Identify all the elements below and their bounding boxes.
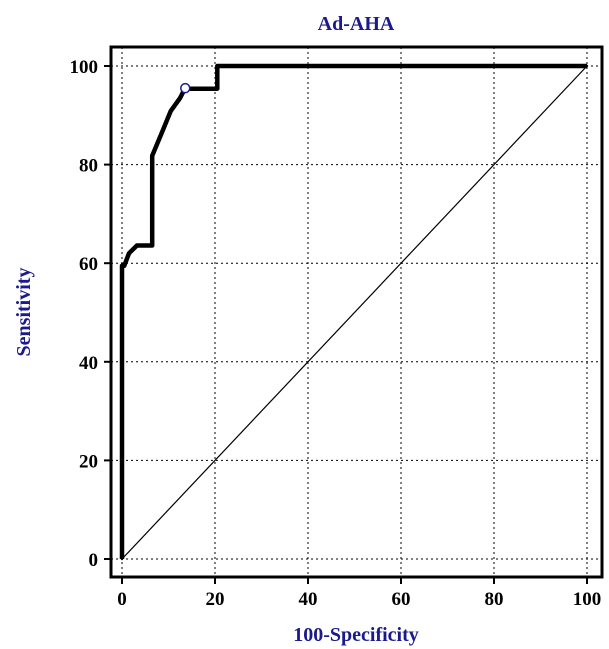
y-tick-label: 40: [79, 353, 98, 374]
grid: [111, 47, 602, 577]
roc-curve-point: [151, 154, 154, 157]
series: [119, 63, 589, 561]
roc-curve-point: [160, 132, 163, 135]
y-tick-label: 80: [79, 156, 98, 177]
x-tick-label: 60: [392, 589, 411, 610]
x-tick-label: 80: [485, 589, 504, 610]
roc-curve-point: [191, 87, 194, 90]
roc-curve-point: [216, 64, 219, 68]
y-tick-label: 60: [79, 254, 98, 275]
y-tick-label: 20: [79, 451, 98, 472]
ticks: 0 20 40 60 80 100 0 20 40 60 80 100: [70, 57, 602, 610]
roc-curve-point: [123, 264, 126, 267]
y-tick-label: 0: [89, 550, 99, 571]
roc-curve-point: [120, 264, 124, 267]
x-tick-label: 100: [573, 589, 602, 610]
y-axis-label: Sensitivity: [13, 268, 35, 357]
roc-curve-point: [127, 252, 131, 255]
optimal-cutoff-marker: [179, 82, 191, 94]
y-tick-label: 100: [70, 57, 99, 78]
roc-curve-point: [135, 244, 139, 247]
roc-curve-point: [151, 244, 154, 247]
x-tick-label: 20: [206, 589, 225, 610]
chart-title: Ad-AHA: [318, 13, 395, 35]
x-tick-label: 40: [299, 589, 318, 610]
reference-diagonal-line: [121, 65, 588, 560]
plot-frame: [109, 45, 604, 579]
x-axis-label: 100-Specificity: [293, 624, 419, 646]
x-tick-label: 0: [117, 589, 127, 610]
roc-curve-point: [169, 109, 173, 113]
roc-curve-point: [216, 87, 219, 90]
roc-curve-point: [178, 96, 182, 100]
